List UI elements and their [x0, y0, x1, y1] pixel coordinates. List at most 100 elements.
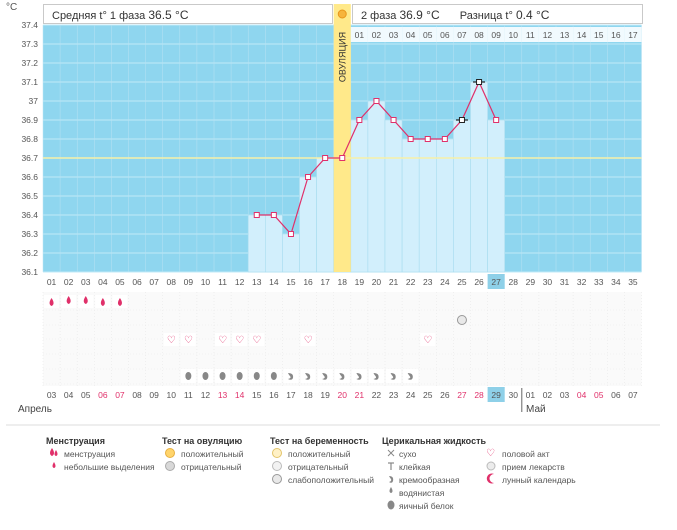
date-label: 07 — [628, 390, 638, 400]
y-tick-label: 36.5 — [21, 191, 38, 201]
phase2-day-label: 09 — [491, 30, 501, 40]
cycle-day-label: 15 — [286, 277, 296, 287]
date-label: 23 — [389, 390, 399, 400]
cycle-day-label: 18 — [338, 277, 348, 287]
legend-ovtest-positive: положительный — [181, 449, 244, 459]
phase2-day-label: 08 — [474, 30, 484, 40]
date-label: 18 — [303, 390, 313, 400]
legend-ovtest-negative: отрицательный — [181, 462, 242, 472]
date-label: 21 — [355, 390, 365, 400]
spotting-icon — [49, 298, 54, 306]
temperature-point — [373, 98, 380, 104]
temperature-point — [493, 117, 500, 123]
phase2-day-label: 12 — [543, 30, 553, 40]
cycle-day-label: 01 — [47, 277, 57, 287]
temp-bar — [350, 119, 369, 273]
date-label: 28 — [474, 390, 484, 400]
legend-menstruation: менструация — [64, 449, 116, 459]
legend-cf-dry: сухо — [399, 449, 417, 459]
cf-creamy-icon — [390, 373, 396, 380]
cycle-day-label: 20 — [372, 277, 382, 287]
symbol-cell — [249, 333, 265, 346]
cycle-day-label: 27 — [491, 277, 501, 287]
temperature-point — [356, 117, 363, 123]
temperature-point — [424, 136, 431, 142]
cycle-day-label: 30 — [543, 277, 553, 287]
legend-pregtest-negative: отрицательный — [288, 462, 349, 472]
legend-pregtest-title: Тест на беременность — [270, 436, 369, 446]
y-tick-label: 36.3 — [21, 229, 38, 239]
month-april: Апрель — [18, 404, 52, 415]
date-label: 05 — [81, 390, 91, 400]
cf-creamy-icon — [287, 373, 294, 380]
y-tick-label: 36.9 — [21, 115, 38, 125]
phase2-day-cell — [556, 27, 574, 42]
legend-cf-eggwhite: яичный белок — [399, 501, 454, 511]
cf-creamy-icon — [339, 373, 345, 380]
cf-eggwhite-icon — [219, 372, 226, 380]
intercourse-icon: ♡ — [184, 335, 193, 346]
date-label: 12 — [201, 390, 211, 400]
temp-bar — [453, 119, 471, 273]
temp-bar — [299, 176, 317, 273]
date-label: 19 — [320, 390, 330, 400]
temp-bar — [435, 138, 454, 273]
unit-label: °C — [6, 2, 18, 13]
cycle-day-label: 31 — [560, 277, 570, 287]
y-tick-label: 36.8 — [21, 134, 38, 144]
y-tick-label: 37.1 — [21, 77, 38, 87]
date-label: 06 — [98, 390, 108, 400]
cf-creamy-icon — [356, 373, 362, 380]
cycle-day-label: 33 — [594, 277, 604, 287]
cycle-day-label: 13 — [252, 277, 262, 287]
date-label: 02 — [543, 390, 553, 400]
phase2-day-cell — [538, 27, 556, 42]
phase2-day-cell — [385, 27, 403, 42]
date-label: 27 — [457, 390, 467, 400]
date-label: 14 — [235, 390, 245, 400]
date-label: 03 — [560, 390, 570, 400]
cycle-day-label: 25 — [457, 277, 467, 287]
date-label: 07 — [115, 390, 125, 400]
phase2-day-label: 10 — [509, 30, 519, 40]
cycle-day-label: 14 — [269, 277, 279, 287]
phase2-day-label: 03 — [389, 30, 399, 40]
temp-bar — [367, 100, 386, 273]
phase2-day-cell — [573, 27, 591, 42]
temperature-point — [339, 155, 346, 161]
temp-bar — [401, 138, 420, 273]
date-label: 08 — [132, 390, 142, 400]
cycle-day-label: 32 — [577, 277, 587, 287]
phase2-day-cell — [624, 27, 642, 42]
symbol-cell — [232, 333, 248, 346]
intercourse-icon: ♡ — [167, 335, 176, 346]
cycle-day-label: 11 — [218, 277, 227, 287]
y-tick-label: 36.6 — [21, 172, 38, 182]
date-label: 20 — [338, 390, 348, 400]
symbol-cell — [215, 333, 231, 346]
cycle-day-label: 17 — [320, 277, 330, 287]
month-may: Май — [526, 404, 546, 415]
intercourse-icon: ♡ — [304, 335, 313, 346]
temperature-point — [390, 117, 397, 123]
temperature-point — [270, 212, 277, 218]
temperature-point — [322, 155, 329, 161]
diff-label: Разница t° — [459, 10, 513, 22]
phase2-day-cell — [607, 27, 625, 42]
phase2-day-label: 13 — [560, 30, 570, 40]
legend-cf-watery: водянистая — [399, 488, 445, 498]
y-tick-label: 36.7 — [21, 153, 38, 163]
cycle-day-label: 19 — [355, 277, 365, 287]
y-tick-label: 36.4 — [21, 210, 38, 220]
cycle-day-label: 04 — [98, 277, 108, 287]
cf-eggwhite-icon — [185, 372, 192, 380]
pregtest-weak-icon — [456, 315, 467, 325]
menstruation-icon — [83, 296, 88, 304]
y-tick-label: 36.2 — [21, 248, 38, 258]
phase2-value: 36.9 °C — [399, 8, 440, 22]
date-label: 15 — [252, 390, 262, 400]
date-label: 17 — [286, 390, 296, 400]
cf-creamy-icon — [407, 373, 413, 380]
symbol-cell — [180, 333, 196, 346]
cf-eggwhite-icon — [270, 372, 277, 380]
